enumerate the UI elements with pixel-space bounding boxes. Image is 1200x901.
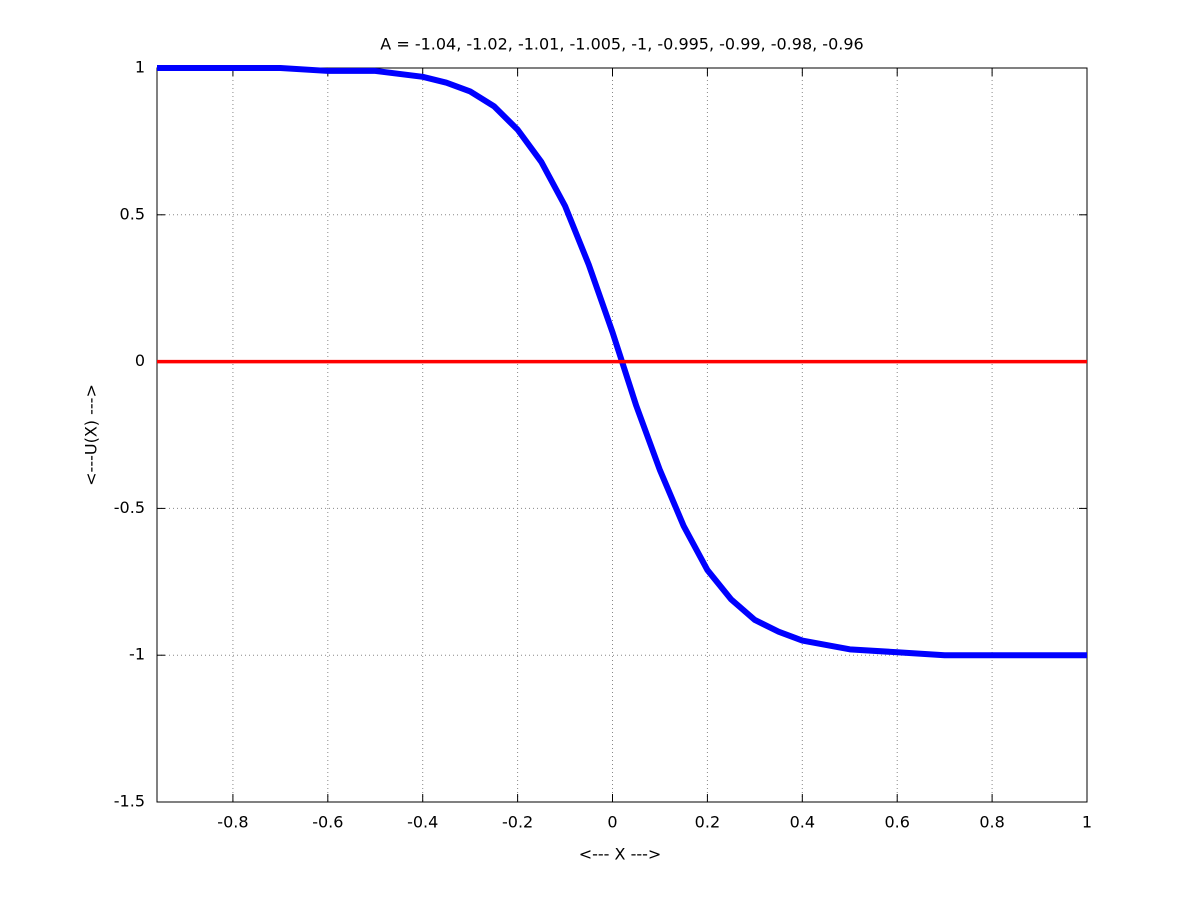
y-tick-label: -1 — [129, 645, 145, 664]
x-axis-label: <--- X ---> — [579, 845, 662, 864]
x-tick-label: -0.8 — [217, 813, 248, 832]
x-tick-label: 1 — [1082, 813, 1092, 832]
y-tick-label: 0.5 — [120, 204, 145, 223]
y-tick-label: -0.5 — [114, 498, 145, 517]
y-tick-label: 1 — [135, 58, 145, 77]
x-tick-label: 0.2 — [695, 813, 720, 832]
chart-title: A = -1.04, -1.02, -1.01, -1.005, -1, -0.… — [380, 35, 863, 54]
y-tick-label: 0 — [135, 351, 145, 370]
x-tick-label: -0.2 — [502, 813, 533, 832]
data-line — [157, 65, 1087, 659]
y-axis-label: <---U(X) ---> — [82, 384, 101, 486]
x-tick-label: 0.4 — [790, 813, 815, 832]
x-tick-label: 0 — [607, 813, 617, 832]
x-tick-label: -0.6 — [312, 813, 343, 832]
plot-frame — [156, 67, 1088, 803]
x-tick-label: 0.8 — [979, 813, 1004, 832]
y-tick-label: -1.5 — [114, 792, 145, 811]
x-tick-label: 0.6 — [884, 813, 909, 832]
x-tick-label: -0.4 — [407, 813, 438, 832]
